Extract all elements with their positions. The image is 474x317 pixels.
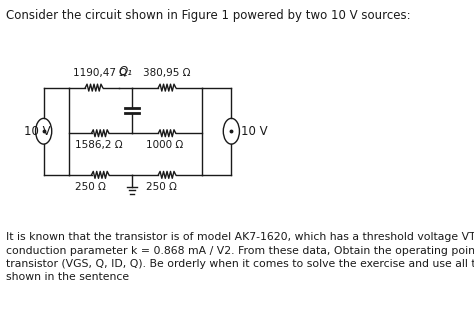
- Text: 10 V: 10 V: [24, 125, 50, 138]
- Text: 10 V: 10 V: [241, 125, 268, 138]
- Text: Consider the circuit shown in Figure 1 powered by two 10 V sources:: Consider the circuit shown in Figure 1 p…: [6, 9, 411, 22]
- Text: 380,95 Ω: 380,95 Ω: [143, 68, 191, 78]
- Text: 250 Ω: 250 Ω: [146, 182, 176, 192]
- Text: Q₁: Q₁: [118, 65, 132, 78]
- Text: 250 Ω: 250 Ω: [75, 182, 106, 192]
- Text: 1000 Ω: 1000 Ω: [146, 140, 183, 150]
- Text: It is known that the transistor is of model AK7-1620, which has a threshold volt: It is known that the transistor is of mo…: [6, 232, 474, 282]
- Text: 1586,2 Ω: 1586,2 Ω: [75, 140, 122, 150]
- Text: 1190,47 Ω: 1190,47 Ω: [73, 68, 128, 78]
